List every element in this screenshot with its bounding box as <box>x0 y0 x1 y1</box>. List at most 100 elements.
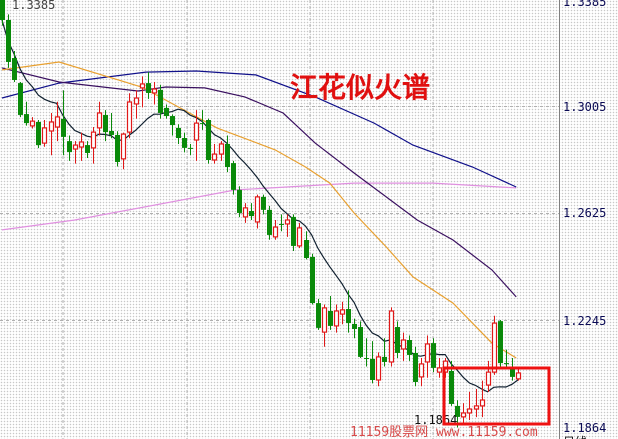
candle-down <box>200 110 205 130</box>
y-tick-label: 1.3385 <box>563 0 606 9</box>
candle-body <box>407 340 412 355</box>
candle-down <box>109 112 114 139</box>
candle-body <box>400 339 407 350</box>
candle-body <box>364 358 369 360</box>
candle-up <box>460 403 467 423</box>
period-label: 日线 <box>563 435 587 439</box>
candle-body <box>200 123 205 125</box>
candle-down <box>364 338 369 367</box>
candle-body <box>6 20 11 62</box>
candle-body <box>176 127 181 139</box>
candle-body <box>133 97 140 105</box>
candle-down <box>24 101 29 126</box>
candle-down <box>115 131 120 167</box>
candle-up <box>424 335 431 378</box>
candle-body <box>48 121 55 132</box>
candle-body <box>321 307 328 333</box>
candle-body <box>67 141 72 153</box>
candle-body <box>206 120 211 160</box>
candle-body <box>12 58 17 80</box>
candle-up <box>284 214 291 237</box>
ma-line-blue <box>1 70 517 188</box>
candle-down <box>304 231 309 260</box>
candle-body <box>510 367 515 377</box>
candle-body <box>455 405 460 417</box>
candle-body <box>96 112 103 129</box>
candle-up <box>339 301 346 325</box>
candle-up <box>436 358 443 378</box>
candle-up <box>388 307 395 367</box>
candle-down <box>431 338 436 373</box>
candle-body <box>78 141 85 148</box>
candle-body <box>504 363 509 365</box>
candle-body <box>29 120 36 127</box>
candle-body <box>466 408 473 414</box>
candle-body <box>333 310 340 327</box>
candle-up <box>72 141 79 164</box>
candle-down <box>225 135 230 173</box>
candle-up <box>218 141 225 161</box>
candle-up <box>296 222 303 249</box>
candle-up <box>90 127 97 164</box>
candle-up <box>254 194 261 229</box>
candle-down <box>358 321 363 359</box>
ma-line-purple <box>1 67 517 298</box>
candle-down <box>407 335 412 361</box>
candle-up <box>333 304 340 333</box>
candle-body <box>352 323 357 330</box>
candle-body <box>491 322 498 373</box>
candle-body <box>370 358 375 380</box>
candle-body <box>310 256 315 304</box>
candle-body <box>109 130 114 135</box>
candle-down <box>103 110 108 142</box>
candle-body <box>479 399 486 407</box>
candle-body <box>291 216 296 246</box>
candle-down <box>36 120 41 149</box>
candle-body <box>382 356 387 362</box>
candle-down <box>328 296 333 330</box>
candle-down <box>0 0 5 26</box>
candle-body <box>237 189 242 213</box>
candle-down <box>291 214 296 251</box>
candle-body <box>272 226 279 238</box>
candle-up <box>321 304 328 347</box>
candle-down <box>237 186 242 218</box>
grid <box>0 0 559 439</box>
candle-body <box>267 209 272 235</box>
candle-down <box>504 349 509 370</box>
candle-up <box>418 358 425 387</box>
candle-body <box>0 0 5 20</box>
highlight-box <box>442 366 551 426</box>
candle-body <box>460 412 467 418</box>
candle-down <box>18 81 23 118</box>
candle-body <box>485 371 492 386</box>
candle-up <box>48 112 55 156</box>
candle-up <box>133 90 140 119</box>
candle-body <box>193 122 200 141</box>
candle-up <box>473 389 480 418</box>
candle-body <box>249 210 254 217</box>
candle-up <box>375 352 382 387</box>
candle-down <box>6 14 11 68</box>
candle-up <box>139 76 146 108</box>
candle-up <box>126 93 133 139</box>
candle-down <box>12 50 17 82</box>
candle-down <box>346 290 351 333</box>
candle-down <box>182 132 187 153</box>
candle-body <box>449 370 454 404</box>
candle-down <box>261 194 266 215</box>
candle-up <box>78 132 85 161</box>
candle-body <box>164 107 169 117</box>
candle-body <box>473 405 480 410</box>
candle-body <box>188 147 193 149</box>
chart-title: 江花似火谱 <box>290 71 430 104</box>
candle-up <box>41 120 48 147</box>
candle-up <box>485 360 492 392</box>
candle-down <box>170 114 175 136</box>
candle-body <box>139 83 146 89</box>
candle-down <box>498 320 503 367</box>
candle-body <box>36 121 41 146</box>
candle-up <box>151 81 158 105</box>
candle-body <box>54 116 61 128</box>
